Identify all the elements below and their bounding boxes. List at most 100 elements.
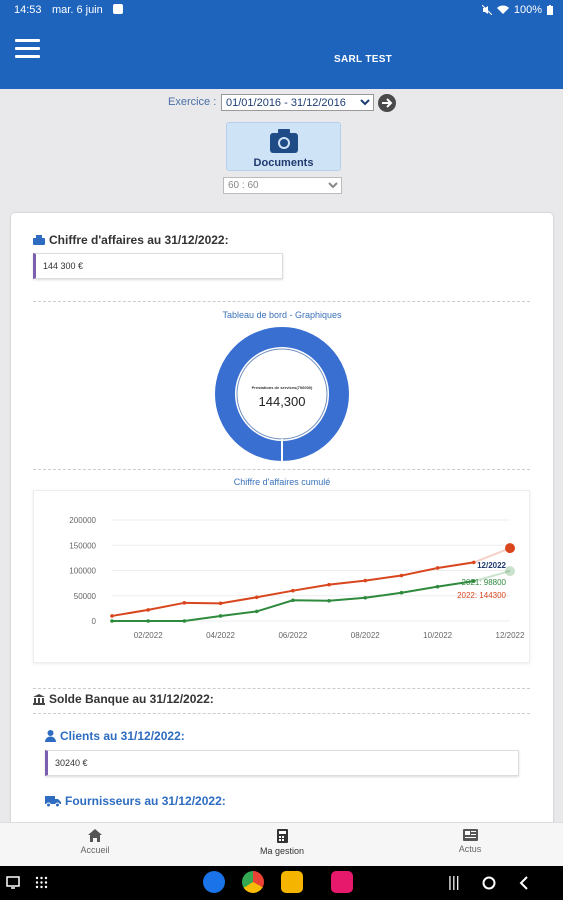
data-point: [327, 582, 331, 587]
data-point: [146, 608, 150, 612]
nav-accueil[interactable]: Accueil: [55, 829, 135, 855]
series-line-tail-2022: [473, 547, 511, 564]
documents-label: Documents: [253, 157, 314, 169]
status-right: 100%: [481, 4, 553, 16]
donut-center-label: Prestations de services(706000): [251, 385, 313, 390]
data-point: [146, 619, 150, 623]
back-icon[interactable]: [519, 876, 529, 890]
ca-value: 144 300 €: [33, 253, 283, 279]
home-button-icon[interactable]: [482, 876, 496, 890]
data-point: [182, 619, 187, 623]
divider: [33, 713, 530, 714]
donut-center-value: 144,300: [258, 394, 306, 409]
hamburger-icon[interactable]: [15, 39, 40, 59]
data-point: [218, 614, 223, 618]
data-point: [363, 595, 368, 600]
notification-icon: [113, 4, 123, 14]
data-point: [363, 578, 368, 583]
register-icon: [33, 235, 45, 245]
data-point: [182, 601, 187, 605]
arrow-right-icon: [382, 98, 393, 108]
go-arrow-button[interactable]: [378, 94, 396, 112]
apps-grid-icon[interactable]: [35, 876, 48, 889]
data-point: [505, 543, 515, 554]
x-tick-label: 04/2022: [206, 631, 235, 640]
y-tick-label: 100000: [69, 567, 96, 576]
tooltip-2022: 2022: 144300: [457, 591, 506, 600]
data-point: [291, 598, 295, 603]
truck-icon: [45, 796, 61, 807]
y-tick-label: 200000: [69, 516, 96, 525]
data-point: [110, 614, 114, 618]
x-tick-label: 12/2022: [496, 631, 525, 640]
data-point: [399, 573, 404, 578]
x-tick-label: 10/2022: [423, 631, 452, 640]
donut-ring: [215, 327, 349, 461]
status-bar: 14:53 mar. 6 juin 100%: [0, 0, 563, 19]
fournisseurs-title: Fournisseurs au 31/12/2022:: [45, 794, 226, 808]
ca-title: Chiffre d'affaires au 31/12/2022:: [33, 233, 229, 247]
clients-title: Clients au 31/12/2022:: [45, 729, 185, 743]
user-icon: [45, 730, 56, 742]
tooltip-2021: 2021: 98800: [462, 578, 507, 587]
mute-icon: [481, 5, 492, 15]
data-point: [472, 579, 476, 583]
data-point: [327, 599, 331, 603]
recent-apps-icon[interactable]: |||: [448, 874, 460, 891]
data-point: [399, 590, 404, 595]
period-select[interactable]: 60 : 60: [223, 177, 342, 194]
dashboard-card: Chiffre d'affaires au 31/12/2022: 144 30…: [11, 213, 553, 873]
data-point: [472, 560, 476, 565]
x-tick-label: 06/2022: [278, 631, 307, 640]
status-time: 14:53: [14, 4, 42, 16]
y-tick-label: 150000: [69, 541, 96, 550]
divider: [33, 301, 530, 302]
status-date: mar. 6 juin: [52, 4, 103, 16]
banque-title: Solde Banque au 31/12/2022:: [33, 692, 214, 706]
y-tick-label: 50000: [74, 592, 97, 601]
calculator-icon: [276, 829, 288, 843]
app-bar: SARL TEST: [0, 19, 563, 89]
data-point: [291, 588, 295, 593]
series-line-tail-2021: [473, 570, 511, 583]
cumul-chart: 200000 150000 100000 50000 0 02/2022 04/2022 06…: [33, 490, 530, 663]
news-icon: [462, 829, 478, 841]
data-point: [435, 584, 440, 589]
x-tick-label: 02/2022: [134, 631, 163, 640]
data-point: [110, 619, 114, 623]
system-bar: |||: [0, 866, 563, 900]
clients-value: 30240 €: [45, 750, 519, 776]
battery-text: 100%: [513, 4, 542, 16]
skype-app-icon[interactable]: [203, 871, 225, 893]
donut-chart: Prestations de services(706000) 144,300: [215, 327, 349, 461]
wifi-icon: [496, 5, 509, 14]
nav-ma-gestion[interactable]: Ma gestion: [242, 829, 322, 856]
dashboard-subtitle: Tableau de bord - Graphiques: [222, 310, 342, 320]
y-tick-label: 0: [92, 617, 97, 626]
data-point: [254, 609, 259, 614]
camera-icon: [269, 129, 298, 153]
bank-icon: [33, 693, 45, 705]
exercice-label: Exercice :: [168, 96, 217, 108]
nav-actus[interactable]: Actus: [430, 829, 510, 854]
documents-button[interactable]: Documents: [226, 122, 341, 171]
exercice-select[interactable]: 01/01/2016 - 31/12/2016: [221, 94, 374, 111]
flower-app-icon[interactable]: [331, 871, 353, 893]
data-point: [435, 566, 440, 570]
company-title: SARL TEST: [334, 54, 393, 65]
data-point: [254, 595, 259, 600]
divider: [33, 688, 530, 689]
tooltip-period: 12/2022: [477, 561, 506, 570]
x-tick-label: 08/2022: [351, 631, 380, 640]
battery-icon: [547, 5, 553, 15]
chrome-app-icon[interactable]: [242, 871, 264, 893]
files-app-icon[interactable]: [281, 871, 303, 893]
screen-icon[interactable]: [6, 876, 20, 889]
bottom-nav: Accueil Ma gestion Actus: [0, 822, 563, 866]
line-chart-svg: 200000 150000 100000 50000 0 02/2022 04/2022 06…: [69, 516, 525, 640]
home-icon: [88, 829, 102, 842]
data-point: [505, 566, 515, 577]
cumul-subtitle: Chiffre d'affaires cumulé: [233, 477, 331, 487]
data-point: [218, 601, 223, 606]
divider: [33, 469, 530, 470]
